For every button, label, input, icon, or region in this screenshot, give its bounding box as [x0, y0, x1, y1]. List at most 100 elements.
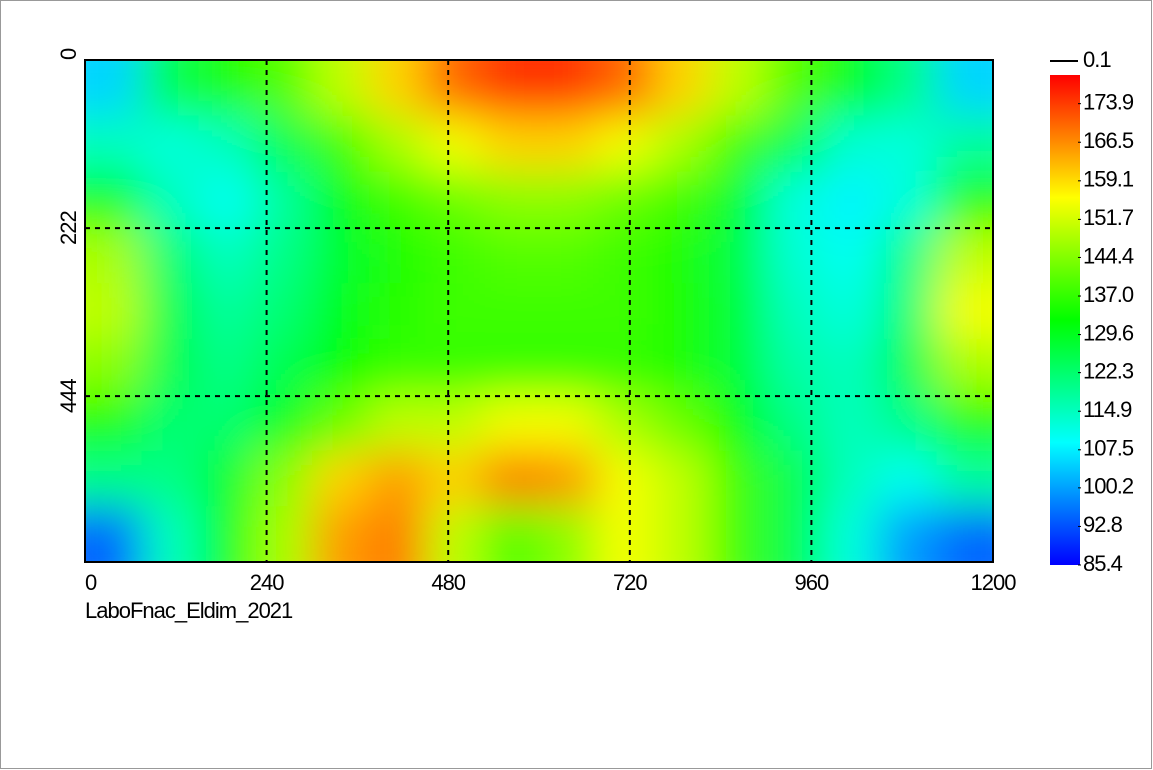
heat-cell — [482, 338, 540, 396]
heat-cell — [652, 450, 711, 508]
heat-cell — [879, 60, 938, 117]
heat-cell — [709, 394, 767, 452]
heat-cell — [595, 115, 654, 173]
heat-cell — [652, 394, 711, 452]
colorbar-label: 137.0 — [1083, 282, 1134, 307]
heat-cell — [85, 115, 143, 173]
heat-cell — [312, 338, 370, 396]
heat-cell — [766, 283, 824, 340]
heat-cell — [822, 394, 881, 452]
heat-cell — [425, 450, 484, 508]
heat-cell — [539, 227, 597, 285]
heat-cell — [709, 227, 767, 285]
heat-cell — [368, 283, 427, 340]
colorbar-label: 129.6 — [1083, 320, 1134, 345]
heat-cell — [141, 283, 200, 340]
x-tick-label: 960 — [795, 570, 829, 595]
heat-cell — [255, 60, 313, 117]
heat-cell — [766, 394, 824, 452]
heat-cell — [255, 171, 313, 229]
heat-cell — [936, 283, 993, 340]
heat-cell — [368, 394, 427, 452]
heat-cell — [936, 60, 993, 117]
heat-cell — [879, 506, 938, 562]
heat-cell — [652, 506, 711, 562]
heat-cell — [822, 227, 881, 285]
heat-cell — [198, 227, 257, 285]
heat-cell — [425, 338, 484, 396]
heat-cell — [766, 506, 824, 562]
heat-cell — [879, 283, 938, 340]
heat-cell — [482, 394, 540, 452]
heat-cell — [141, 171, 200, 229]
heat-cell — [822, 506, 881, 562]
heat-cell — [539, 338, 597, 396]
heat-cell — [425, 283, 484, 340]
heat-cell — [539, 171, 597, 229]
heat-cell — [255, 338, 313, 396]
heat-cell — [936, 506, 993, 562]
heat-cell — [425, 115, 484, 173]
heat-cell — [709, 338, 767, 396]
heat-cell — [539, 283, 597, 340]
heat-cell — [368, 227, 427, 285]
colorbar-label: 85.4 — [1083, 551, 1123, 576]
heat-cell — [368, 171, 427, 229]
heat-cell — [709, 115, 767, 173]
heat-cell — [822, 60, 881, 117]
heat-cell — [595, 394, 654, 452]
heat-cell — [879, 171, 938, 229]
heat-cell — [255, 115, 313, 173]
heat-cell — [539, 115, 597, 173]
heat-cell — [255, 450, 313, 508]
heat-cell — [595, 283, 654, 340]
colorbar-label: 114.9 — [1083, 397, 1132, 422]
heat-cell — [879, 338, 938, 396]
heat-cell — [85, 171, 143, 229]
heat-cell — [822, 450, 881, 508]
heat-cell — [879, 394, 938, 452]
heat-cell — [368, 115, 427, 173]
heat-cell — [822, 115, 881, 173]
heat-cell — [312, 394, 370, 452]
heat-cell — [766, 60, 824, 117]
heat-cell — [312, 450, 370, 508]
heat-cell — [595, 450, 654, 508]
heat-cell — [822, 171, 881, 229]
colorbar-label: 159.1 — [1083, 167, 1134, 192]
heat-cell — [312, 227, 370, 285]
heat-cell — [198, 338, 257, 396]
heat-cell — [255, 283, 313, 340]
heat-cell — [198, 394, 257, 452]
heat-cell — [312, 171, 370, 229]
heat-cell — [879, 115, 938, 173]
heat-cell — [141, 506, 200, 562]
heat-cell — [312, 60, 370, 117]
heat-cell — [482, 115, 540, 173]
heat-cell — [595, 506, 654, 562]
heat-cell — [198, 60, 257, 117]
heat-cell — [766, 450, 824, 508]
heat-cell — [198, 283, 257, 340]
heat-cell — [425, 394, 484, 452]
heat-cell — [85, 283, 143, 340]
heat-cell — [652, 171, 711, 229]
heat-cell — [85, 506, 143, 562]
y-tick-label: 0 — [56, 48, 81, 60]
heat-cell — [141, 60, 200, 117]
heat-cell — [936, 115, 993, 173]
heat-cell — [482, 450, 540, 508]
heat-cell — [425, 506, 484, 562]
heat-cell — [85, 450, 143, 508]
heatmap — [85, 60, 993, 562]
heat-cell — [539, 394, 597, 452]
heat-cell — [822, 338, 881, 396]
plot-frame — [84, 59, 994, 563]
heat-cell — [368, 506, 427, 562]
heat-cell — [936, 227, 993, 285]
heat-cell — [652, 338, 711, 396]
x-tick-label: 1200 — [971, 570, 1017, 595]
heat-cell — [312, 283, 370, 340]
heat-cell — [255, 394, 313, 452]
